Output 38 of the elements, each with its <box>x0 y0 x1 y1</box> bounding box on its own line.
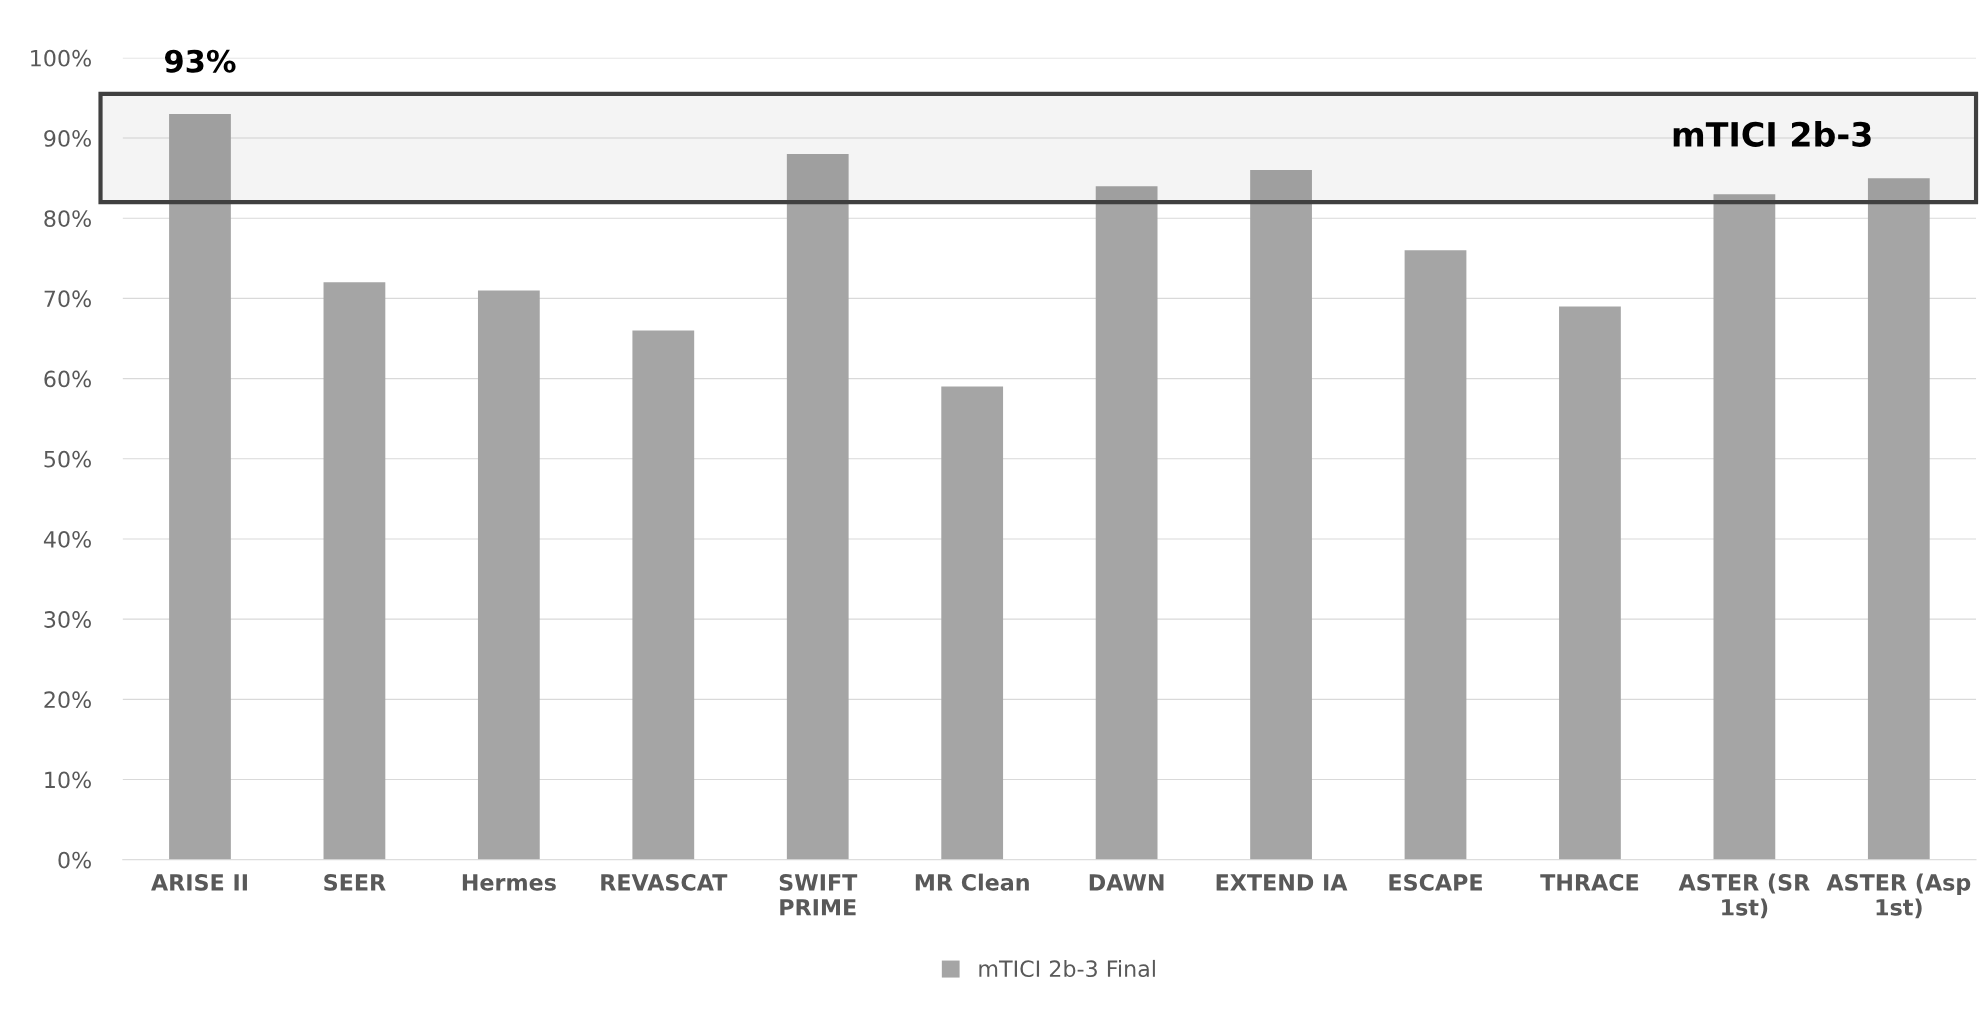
x-tick-label: MR Clean <box>915 873 1029 891</box>
bar <box>169 113 231 860</box>
y-tick-label: 100% <box>31 49 91 67</box>
x-tick-label: SEER <box>324 873 386 891</box>
x-tick-label: ESCAPE <box>1389 873 1482 891</box>
y-tick-label: 40% <box>43 530 91 548</box>
bar <box>941 386 1004 860</box>
bar <box>1095 186 1158 860</box>
x-tick-label: SWIFT PRIME <box>779 873 858 916</box>
y-tick-label: 50% <box>44 450 91 468</box>
annotation: 93% <box>164 49 236 73</box>
bar <box>1250 170 1312 860</box>
y-tick-label: 20% <box>44 691 91 709</box>
band-label: mTICI 2b-3 <box>1673 121 1871 147</box>
x-tick-label: EXTEND IA <box>1216 874 1348 891</box>
x-tick-label: DAWN <box>1089 874 1164 891</box>
bar <box>786 154 849 860</box>
bar <box>323 282 386 860</box>
bar <box>1713 194 1776 860</box>
legend-label: mTICI 2b-3 Final <box>979 959 1155 978</box>
y-tick-label: 30% <box>44 611 91 628</box>
bar <box>1404 250 1467 860</box>
bar <box>477 290 540 860</box>
y-tick-label: 0% <box>58 851 91 869</box>
x-tick-label: ASTER (Asp 1st) <box>1826 873 1971 919</box>
bar <box>1867 178 1930 860</box>
x-tick-label: ASTER (SR 1st) <box>1678 873 1810 919</box>
y-tick-label: 70% <box>44 290 91 308</box>
y-tick-label: 90% <box>44 129 91 147</box>
x-tick-label: REVASCAT <box>601 873 728 891</box>
bar <box>632 330 695 860</box>
x-tick-label: Hermes <box>462 874 556 891</box>
x-tick-label: ARISE II <box>151 873 247 891</box>
x-tick-label: THRACE <box>1540 873 1639 891</box>
y-tick-label: 60% <box>44 370 91 388</box>
bar <box>1559 306 1621 860</box>
y-tick-label: 10% <box>45 771 91 789</box>
y-tick-label: 80% <box>44 210 91 227</box>
